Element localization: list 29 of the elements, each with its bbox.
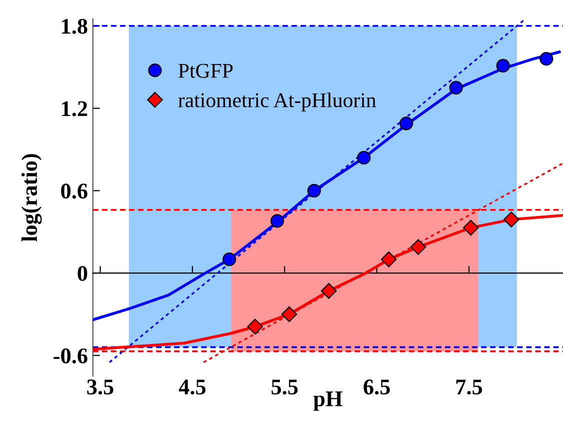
point	[410, 239, 426, 255]
y-tick-label: 0.6	[61, 184, 88, 199]
point	[247, 318, 264, 335]
x-tick-label: 5.5	[272, 380, 298, 395]
x-axis-title: pH	[313, 392, 342, 411]
point	[449, 80, 463, 94]
point	[503, 212, 520, 228]
legend-label: ratiometric At-pHluorin	[178, 92, 376, 112]
point	[307, 184, 321, 198]
point	[496, 58, 510, 73]
point	[380, 251, 397, 268]
point	[540, 52, 554, 66]
point	[320, 282, 337, 299]
x-tick-label: 6.5	[364, 380, 390, 395]
x-tick-label: 3.5	[87, 380, 114, 395]
y-tick-label: 0	[78, 266, 88, 281]
y-tick-label: -0.6	[54, 348, 88, 364]
point	[462, 220, 479, 236]
point	[281, 306, 298, 322]
x-tick-label: 7.5	[456, 380, 482, 395]
y-tick-label: 1.8	[62, 18, 88, 34]
point	[222, 252, 236, 266]
point	[270, 214, 284, 228]
legend-label: PtGFP	[178, 64, 233, 78]
y-tick-label: 1.2	[62, 101, 88, 116]
point	[399, 116, 414, 130]
x-tick-label: 4.5	[178, 380, 206, 395]
point	[357, 150, 371, 165]
y-axis-title: log(ratio)	[21, 154, 42, 242]
